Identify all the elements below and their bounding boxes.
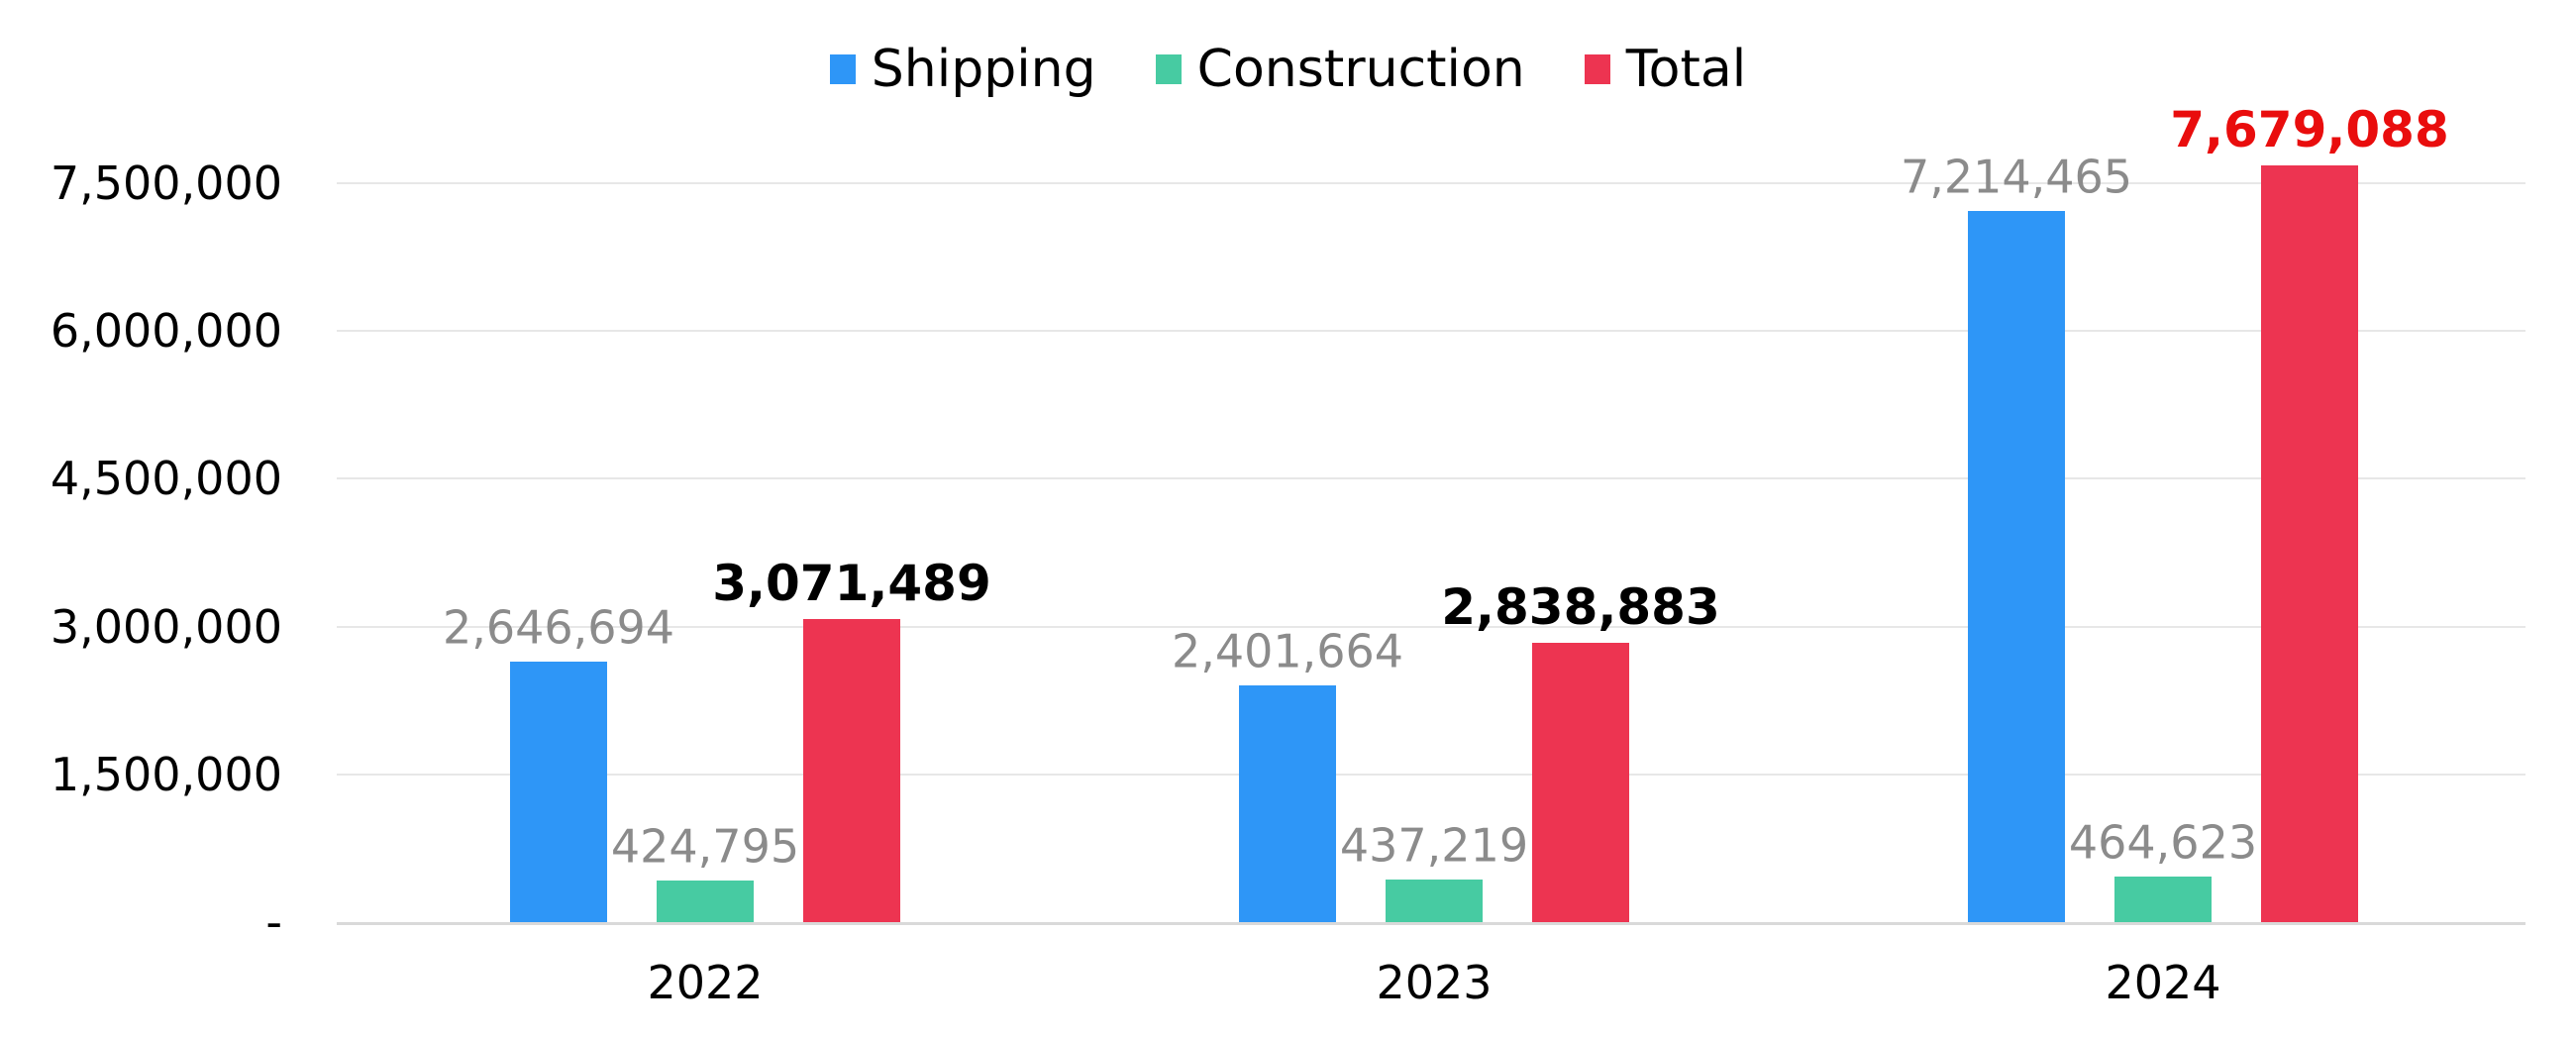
y-axis-tick-label: 4,500,000 [50, 452, 282, 506]
data-label-total-2023: 2,838,883 [1441, 577, 1720, 636]
bar-shipping-2023 [1239, 685, 1336, 922]
x-axis-line [337, 922, 2525, 925]
y-axis-tick-label: - [265, 895, 282, 949]
data-label-construction-2022: 424,795 [610, 819, 800, 874]
legend-marker-icon [1155, 54, 1182, 84]
x-axis-label-2023: 2023 [1376, 956, 1493, 1009]
bar-total-2022 [803, 619, 900, 922]
legend-item-shipping: Shipping [829, 38, 1096, 101]
y-axis-tick-label: 6,000,000 [50, 304, 282, 359]
y-gridline [337, 625, 2525, 628]
chart-legend: Shipping Construction Total [0, 38, 2576, 101]
bar-total-2024 [2261, 165, 2358, 922]
bar-shipping-2024 [1968, 211, 2065, 922]
data-label-construction-2024: 464,623 [2068, 815, 2258, 870]
y-axis-tick-label: 1,500,000 [50, 747, 282, 801]
bar-construction-2024 [2114, 876, 2212, 922]
bar-construction-2022 [657, 880, 754, 922]
y-gridline [337, 330, 2525, 333]
x-axis-label-2022: 2022 [647, 956, 764, 1009]
data-label-total-2022: 3,071,489 [712, 555, 991, 613]
legend-marker-icon [1584, 54, 1610, 84]
bar-shipping-2022 [510, 661, 607, 922]
legend-item-total: Total [1584, 38, 1747, 101]
y-gridline [337, 182, 2525, 184]
y-gridline [337, 773, 2525, 776]
legend-marker-icon [829, 54, 856, 84]
data-label-total-2024: 7,679,088 [2170, 101, 2449, 159]
data-label-construction-2023: 437,219 [1339, 817, 1529, 872]
y-gridline [337, 477, 2525, 480]
legend-item-construction: Construction [1155, 38, 1525, 101]
legend-label: Total [1625, 40, 1747, 99]
x-axis-label-2024: 2024 [2105, 956, 2221, 1009]
y-axis-tick-label: 7,500,000 [50, 156, 282, 210]
legend-label: Construction [1196, 40, 1525, 99]
y-axis-tick-label: 3,000,000 [50, 599, 282, 654]
legend-label: Shipping [871, 40, 1096, 99]
data-label-shipping-2024: 7,214,465 [1900, 150, 2133, 204]
bar-total-2023 [1532, 642, 1629, 922]
data-label-shipping-2023: 2,401,664 [1171, 624, 1404, 678]
data-label-shipping-2022: 2,646,694 [442, 600, 675, 655]
bar-construction-2023 [1386, 879, 1483, 922]
